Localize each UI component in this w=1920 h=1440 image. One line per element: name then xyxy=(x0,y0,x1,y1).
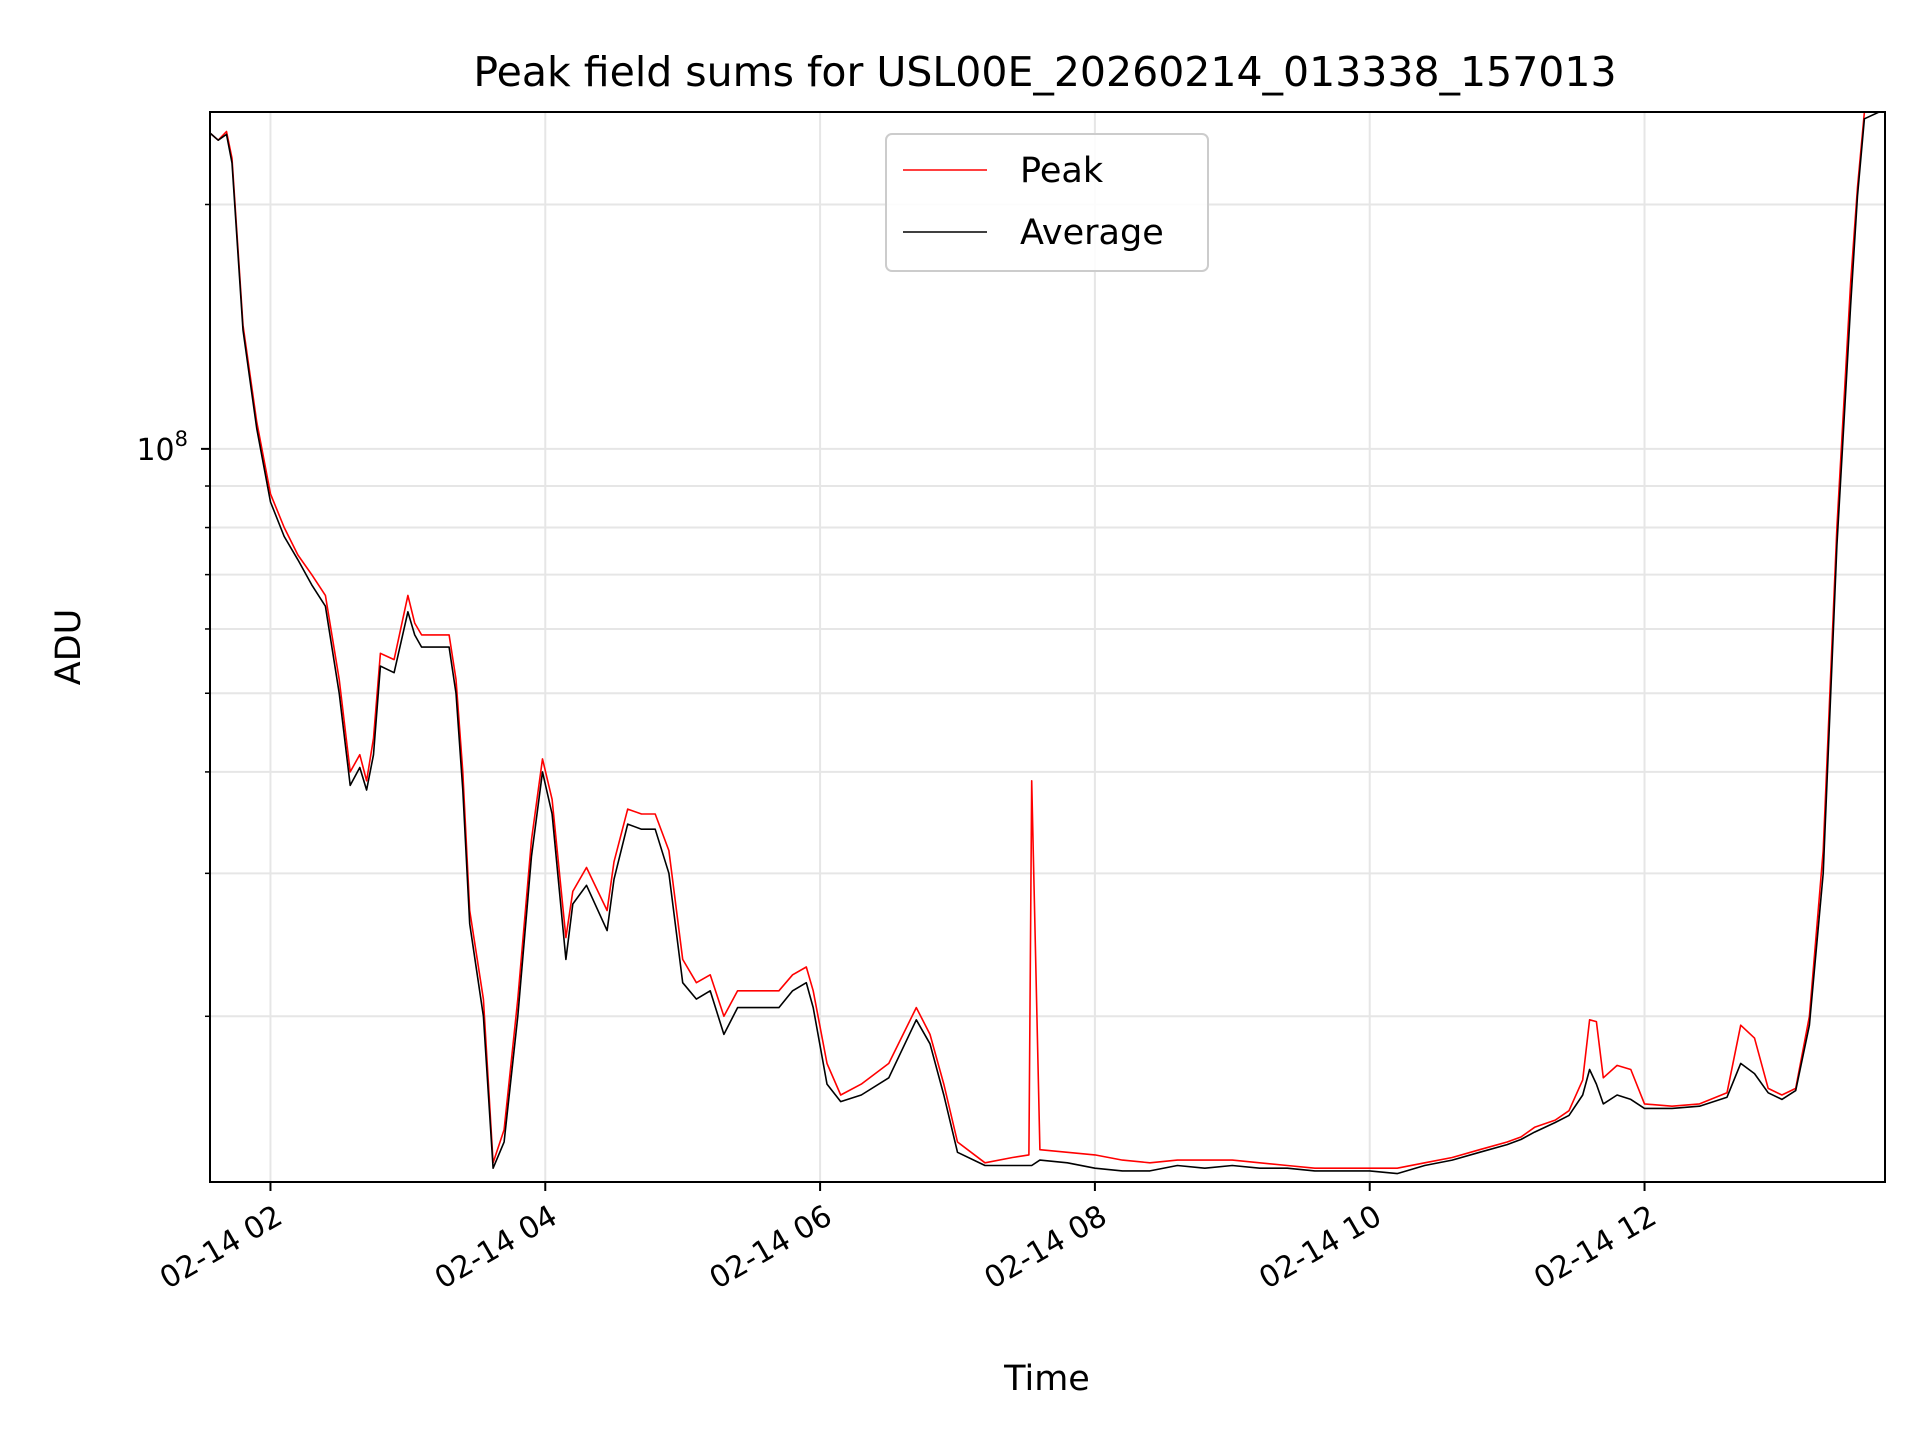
y-tick-label-exponent: 8 xyxy=(175,427,188,451)
x-axis-label: Time xyxy=(1003,1359,1090,1399)
y-axis-label: ADU xyxy=(49,609,89,686)
plot-frame xyxy=(209,111,1886,1183)
legend-box xyxy=(885,133,1209,272)
y-tick-label-base: 10 xyxy=(136,433,174,468)
legend-peak-label: Peak xyxy=(1020,151,1104,191)
peak-series-line xyxy=(210,112,1867,1169)
y-tick-label: 108 xyxy=(136,427,188,468)
legend-average-label: Average xyxy=(1020,213,1164,253)
legend: Peak Average xyxy=(885,133,1209,272)
chart-title: Peak field sums for USL00E_20260214_0133… xyxy=(473,48,1616,96)
average-series-line xyxy=(210,112,1882,1175)
y-axis-ticks: 108 xyxy=(136,203,210,1018)
